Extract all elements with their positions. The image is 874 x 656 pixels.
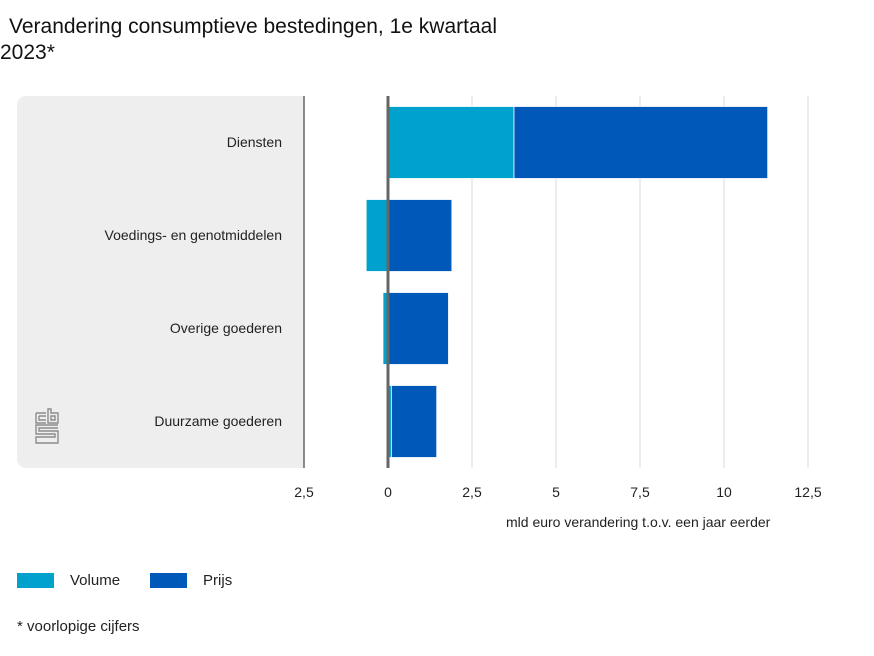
bar-volume-0[interactable] [387, 106, 515, 179]
legend-swatch-prijs [150, 573, 188, 588]
chart-plot [303, 96, 809, 468]
x-tick-label: 10 [716, 484, 732, 500]
x-tick-label: 12,5 [794, 484, 822, 500]
footnote: * voorlopige cijfers [17, 618, 140, 635]
x-axis-label: mld euro verandering t.o.v. een jaar eer… [506, 514, 771, 530]
x-tick-label: 5 [552, 484, 560, 500]
x-tick-label: 7,5 [630, 484, 650, 500]
category-panel [17, 96, 304, 468]
legend-label-prijs: Prijs [203, 572, 233, 589]
bar-volume-1[interactable] [365, 199, 389, 272]
category-label: Voedings- en genotmiddelen [104, 226, 282, 243]
bar-prijs-2[interactable] [387, 292, 449, 365]
category-label: Diensten [226, 133, 282, 150]
x-tick-label: 2,5 [462, 484, 482, 500]
x-tick-label: 2,5 [294, 484, 314, 500]
bar-prijs-1[interactable] [387, 199, 453, 272]
chart-title: Verandering consumptieve bestedingen, 1e… [0, 14, 620, 66]
bar-prijs-0[interactable] [513, 106, 769, 179]
legend: Volume Prijs [17, 572, 262, 589]
chart-title-line1: Verandering consumptieve bestedingen, 1e… [9, 15, 497, 38]
category-label: Overige goederen [169, 319, 282, 336]
category-label: Duurzame goederen [154, 412, 282, 429]
cbs-logo-icon [35, 408, 59, 444]
legend-item-volume[interactable]: Volume [17, 572, 120, 589]
legend-label-volume: Volume [70, 572, 121, 589]
x-tick-label: 0 [384, 484, 392, 500]
chart-title-line2: 2023* [0, 41, 55, 64]
legend-item-prijs[interactable]: Prijs [150, 572, 232, 589]
bar-prijs-3[interactable] [390, 385, 438, 458]
legend-swatch-volume [17, 573, 54, 588]
